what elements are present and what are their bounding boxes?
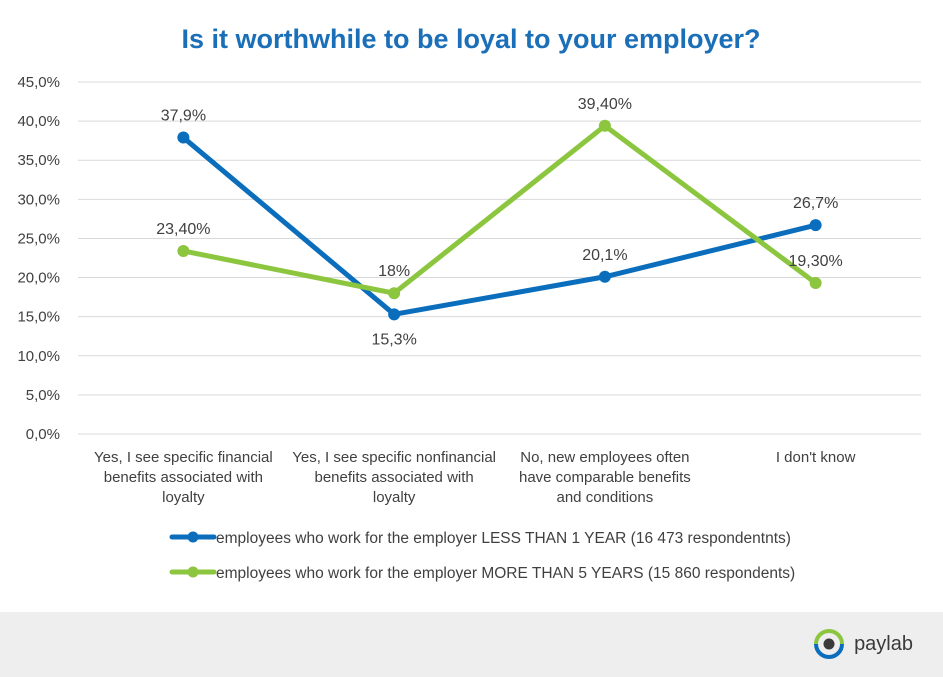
legend: employees who work for the employer LESS…	[169, 530, 795, 582]
x-category-label: loyalty	[162, 489, 205, 506]
legend-swatch-marker	[187, 566, 199, 578]
x-category-label: No, new employees often	[520, 449, 689, 466]
footer-bar: paylab	[0, 612, 943, 677]
legend-swatch-marker	[187, 531, 199, 543]
legend-entry-label: employees who work for the employer LESS…	[216, 530, 791, 547]
data-point	[598, 270, 611, 283]
series-line	[180, 123, 819, 296]
data-point	[388, 308, 401, 321]
data-point	[598, 119, 611, 132]
data-point	[388, 287, 401, 300]
data-label: 23,40%	[156, 221, 210, 238]
data-labels: 37,9% 15,3% 20,1% 26,7% 23,40% 18% 39,40% 19,30…	[156, 96, 843, 349]
y-tick-label: 25,0%	[17, 230, 60, 247]
y-tick-label: 5,0%	[26, 387, 60, 404]
series-lines	[177, 119, 822, 321]
data-point	[177, 244, 190, 257]
data-point	[809, 219, 822, 232]
data-label: 39,40%	[578, 96, 632, 113]
y-tick-label: 30,0%	[17, 191, 60, 208]
chart-title: Is it worthwhile to be loyal to your emp…	[181, 24, 760, 54]
data-label: 26,7%	[793, 195, 838, 212]
x-axis-categories: Yes, I see specific financial benefits as…	[94, 449, 856, 506]
y-tick-label: 20,0%	[17, 270, 60, 287]
y-tick-label: 0,0%	[26, 426, 60, 443]
y-axis-ticks: 0,0% 5,0% 10,0% 15,0% 20,0% 25,0% 30,0% 35,0% 40…	[17, 74, 60, 443]
y-tick-label: 15,0%	[17, 309, 60, 326]
line-chart: Is it worthwhile to be loyal to your emp…	[17, 24, 921, 582]
y-tick-label: 10,0%	[17, 348, 60, 365]
series-line	[180, 135, 819, 317]
paylab-eye-icon	[814, 629, 845, 659]
data-label: 20,1%	[582, 247, 627, 264]
data-point	[177, 131, 190, 144]
data-point	[809, 277, 822, 290]
data-label: 37,9%	[161, 108, 206, 125]
x-category-label: benefits associated with	[104, 469, 263, 486]
x-category-label: benefits associated with	[314, 469, 473, 486]
y-tick-label: 40,0%	[17, 113, 60, 130]
data-label: 18%	[378, 263, 410, 280]
legend-entry-label: employees who work for the employer MORE…	[216, 565, 795, 582]
x-category-label: Yes, I see specific financial	[94, 449, 273, 466]
data-label: 19,30%	[788, 253, 842, 270]
x-category-label: loyalty	[373, 489, 416, 506]
data-label: 15,3%	[371, 331, 416, 348]
x-category-label: Yes, I see specific nonfinancial	[292, 449, 496, 466]
grid-lines	[78, 81, 921, 435]
x-category-label: have comparable benefits	[519, 469, 691, 486]
brand-logo: paylab	[812, 626, 913, 662]
y-tick-label: 35,0%	[17, 152, 60, 169]
brand-name: paylab	[854, 632, 913, 655]
x-category-label: I don't know	[776, 449, 856, 466]
y-tick-label: 45,0%	[17, 74, 60, 91]
x-category-label: and conditions	[557, 489, 654, 506]
